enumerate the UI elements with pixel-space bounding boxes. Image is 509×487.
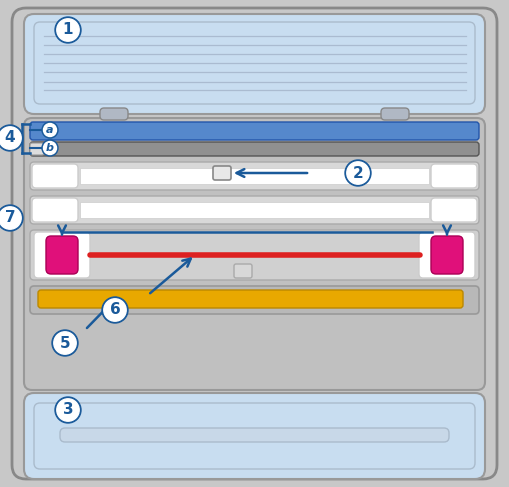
FancyBboxPatch shape [24,14,485,114]
Circle shape [43,142,56,154]
FancyBboxPatch shape [60,428,449,442]
FancyBboxPatch shape [431,198,477,222]
Circle shape [0,205,23,231]
FancyBboxPatch shape [38,290,463,308]
FancyBboxPatch shape [34,232,90,278]
FancyBboxPatch shape [100,108,128,120]
Text: 4: 4 [5,131,15,146]
Circle shape [347,162,369,184]
Text: 3: 3 [63,402,73,417]
Bar [80,168,429,184]
Text: 2: 2 [353,166,363,181]
FancyBboxPatch shape [24,393,485,479]
FancyBboxPatch shape [30,162,479,190]
FancyBboxPatch shape [234,264,252,278]
Circle shape [0,207,21,229]
FancyBboxPatch shape [431,236,463,274]
FancyBboxPatch shape [30,143,44,155]
FancyBboxPatch shape [30,230,479,280]
Circle shape [54,332,76,354]
FancyBboxPatch shape [32,198,78,222]
Text: 7: 7 [5,210,15,225]
Circle shape [43,124,56,136]
FancyBboxPatch shape [30,196,479,224]
FancyBboxPatch shape [431,164,477,188]
FancyBboxPatch shape [12,8,497,479]
Circle shape [42,140,58,156]
Circle shape [0,127,21,149]
FancyBboxPatch shape [419,232,475,278]
Circle shape [42,122,58,138]
Circle shape [104,299,126,321]
FancyBboxPatch shape [34,22,475,104]
Bar [80,202,429,218]
Circle shape [345,160,371,186]
FancyBboxPatch shape [46,236,78,274]
FancyBboxPatch shape [30,286,479,314]
Circle shape [102,297,128,323]
Circle shape [57,19,79,41]
Circle shape [52,330,78,356]
FancyBboxPatch shape [30,142,479,156]
Circle shape [55,397,81,423]
Circle shape [55,17,81,43]
Circle shape [0,125,23,151]
Text: 1: 1 [63,22,73,37]
FancyBboxPatch shape [24,118,485,390]
Text: 5: 5 [60,336,70,351]
Text: 6: 6 [109,302,120,318]
FancyBboxPatch shape [34,403,475,469]
Circle shape [57,399,79,421]
FancyBboxPatch shape [381,108,409,120]
FancyBboxPatch shape [213,166,231,180]
Text: a: a [46,125,54,135]
FancyBboxPatch shape [30,122,479,140]
FancyBboxPatch shape [32,164,78,188]
Text: b: b [46,143,54,153]
